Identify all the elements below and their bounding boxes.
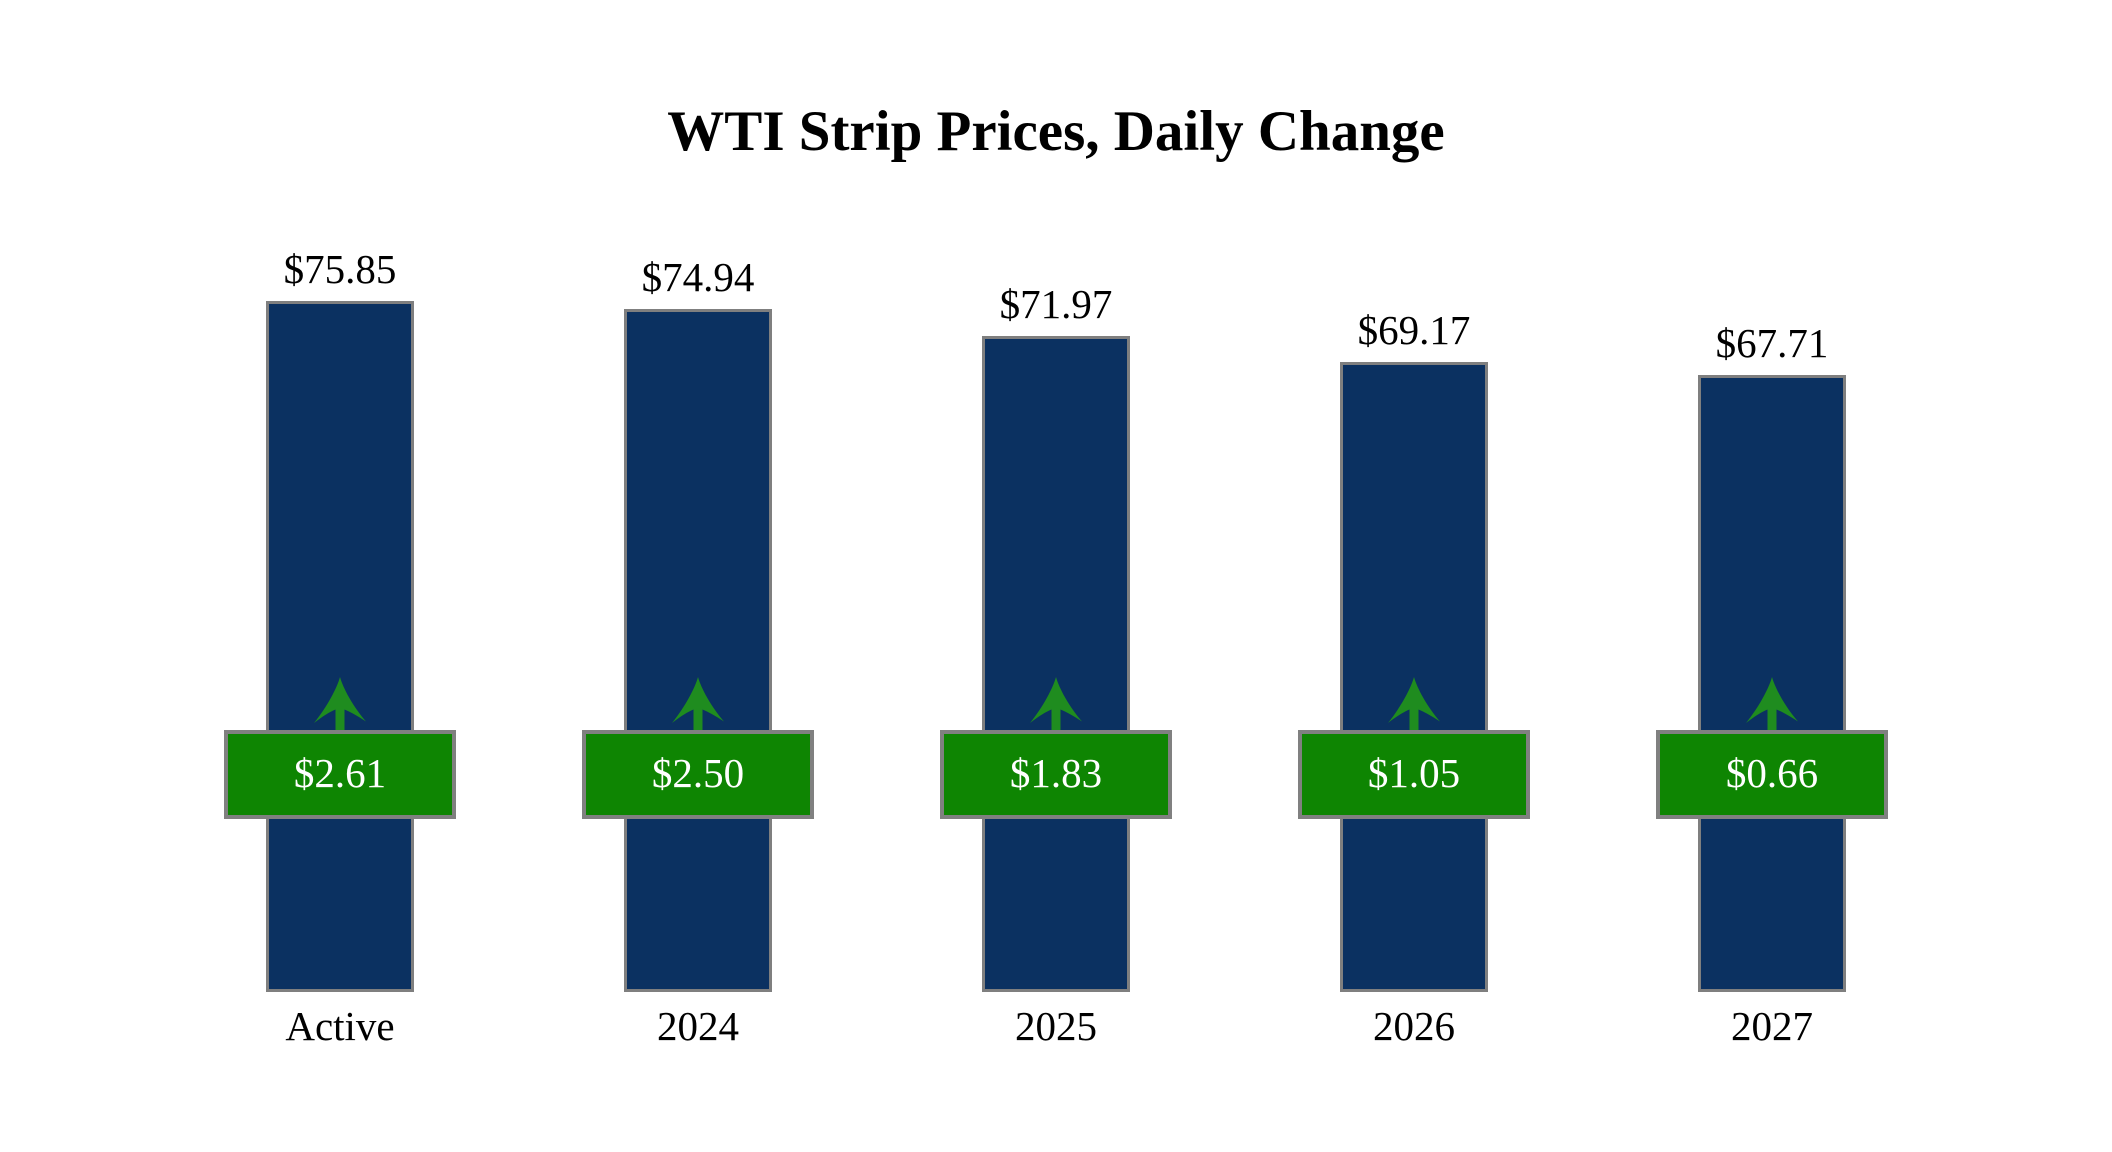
category-label: 2027: [1731, 1003, 1813, 1049]
change-value-label: $2.61: [293, 750, 387, 796]
daily-change-badge: $0.66: [1656, 730, 1888, 819]
up-arrow-icon: [672, 677, 724, 731]
change-value-label: $1.83: [1009, 750, 1103, 796]
up-arrow-icon: [1746, 677, 1798, 731]
up-arrow-icon: [1388, 677, 1440, 731]
bar-group: $69.17 $1.05 2026: [1235, 0, 1593, 1152]
bar-group: $71.97 $1.83 2025: [877, 0, 1235, 1152]
bar-group: $75.85 $2.61 Active: [161, 0, 519, 1152]
daily-change-badge: $1.05: [1298, 730, 1530, 819]
daily-change-badge: $2.50: [582, 730, 814, 819]
price-value-label: $69.17: [1357, 307, 1471, 353]
up-arrow-icon: [1030, 677, 1082, 731]
up-arrow-icon: [314, 677, 366, 731]
bar-group: $74.94 $2.50 2024: [519, 0, 877, 1152]
category-label: Active: [285, 1003, 395, 1049]
category-label: 2026: [1373, 1003, 1455, 1049]
chart-title: WTI Strip Prices, Daily Change: [667, 100, 1445, 163]
price-bar: [982, 336, 1130, 992]
price-value-label: $74.94: [641, 254, 755, 300]
change-value-label: $2.50: [651, 750, 745, 796]
price-bar: [266, 301, 414, 992]
daily-change-badge: $1.83: [940, 730, 1172, 819]
category-label: 2025: [1015, 1003, 1097, 1049]
category-label: 2024: [657, 1003, 739, 1049]
price-value-label: $67.71: [1715, 320, 1829, 366]
bar-group: $67.71 $0.66 2027: [1593, 0, 1951, 1152]
daily-change-badge: $2.61: [224, 730, 456, 819]
price-bar: [624, 309, 772, 992]
price-value-label: $75.85: [283, 246, 397, 292]
change-value-label: $0.66: [1725, 750, 1819, 796]
price-value-label: $71.97: [999, 281, 1113, 327]
change-value-label: $1.05: [1367, 750, 1461, 796]
